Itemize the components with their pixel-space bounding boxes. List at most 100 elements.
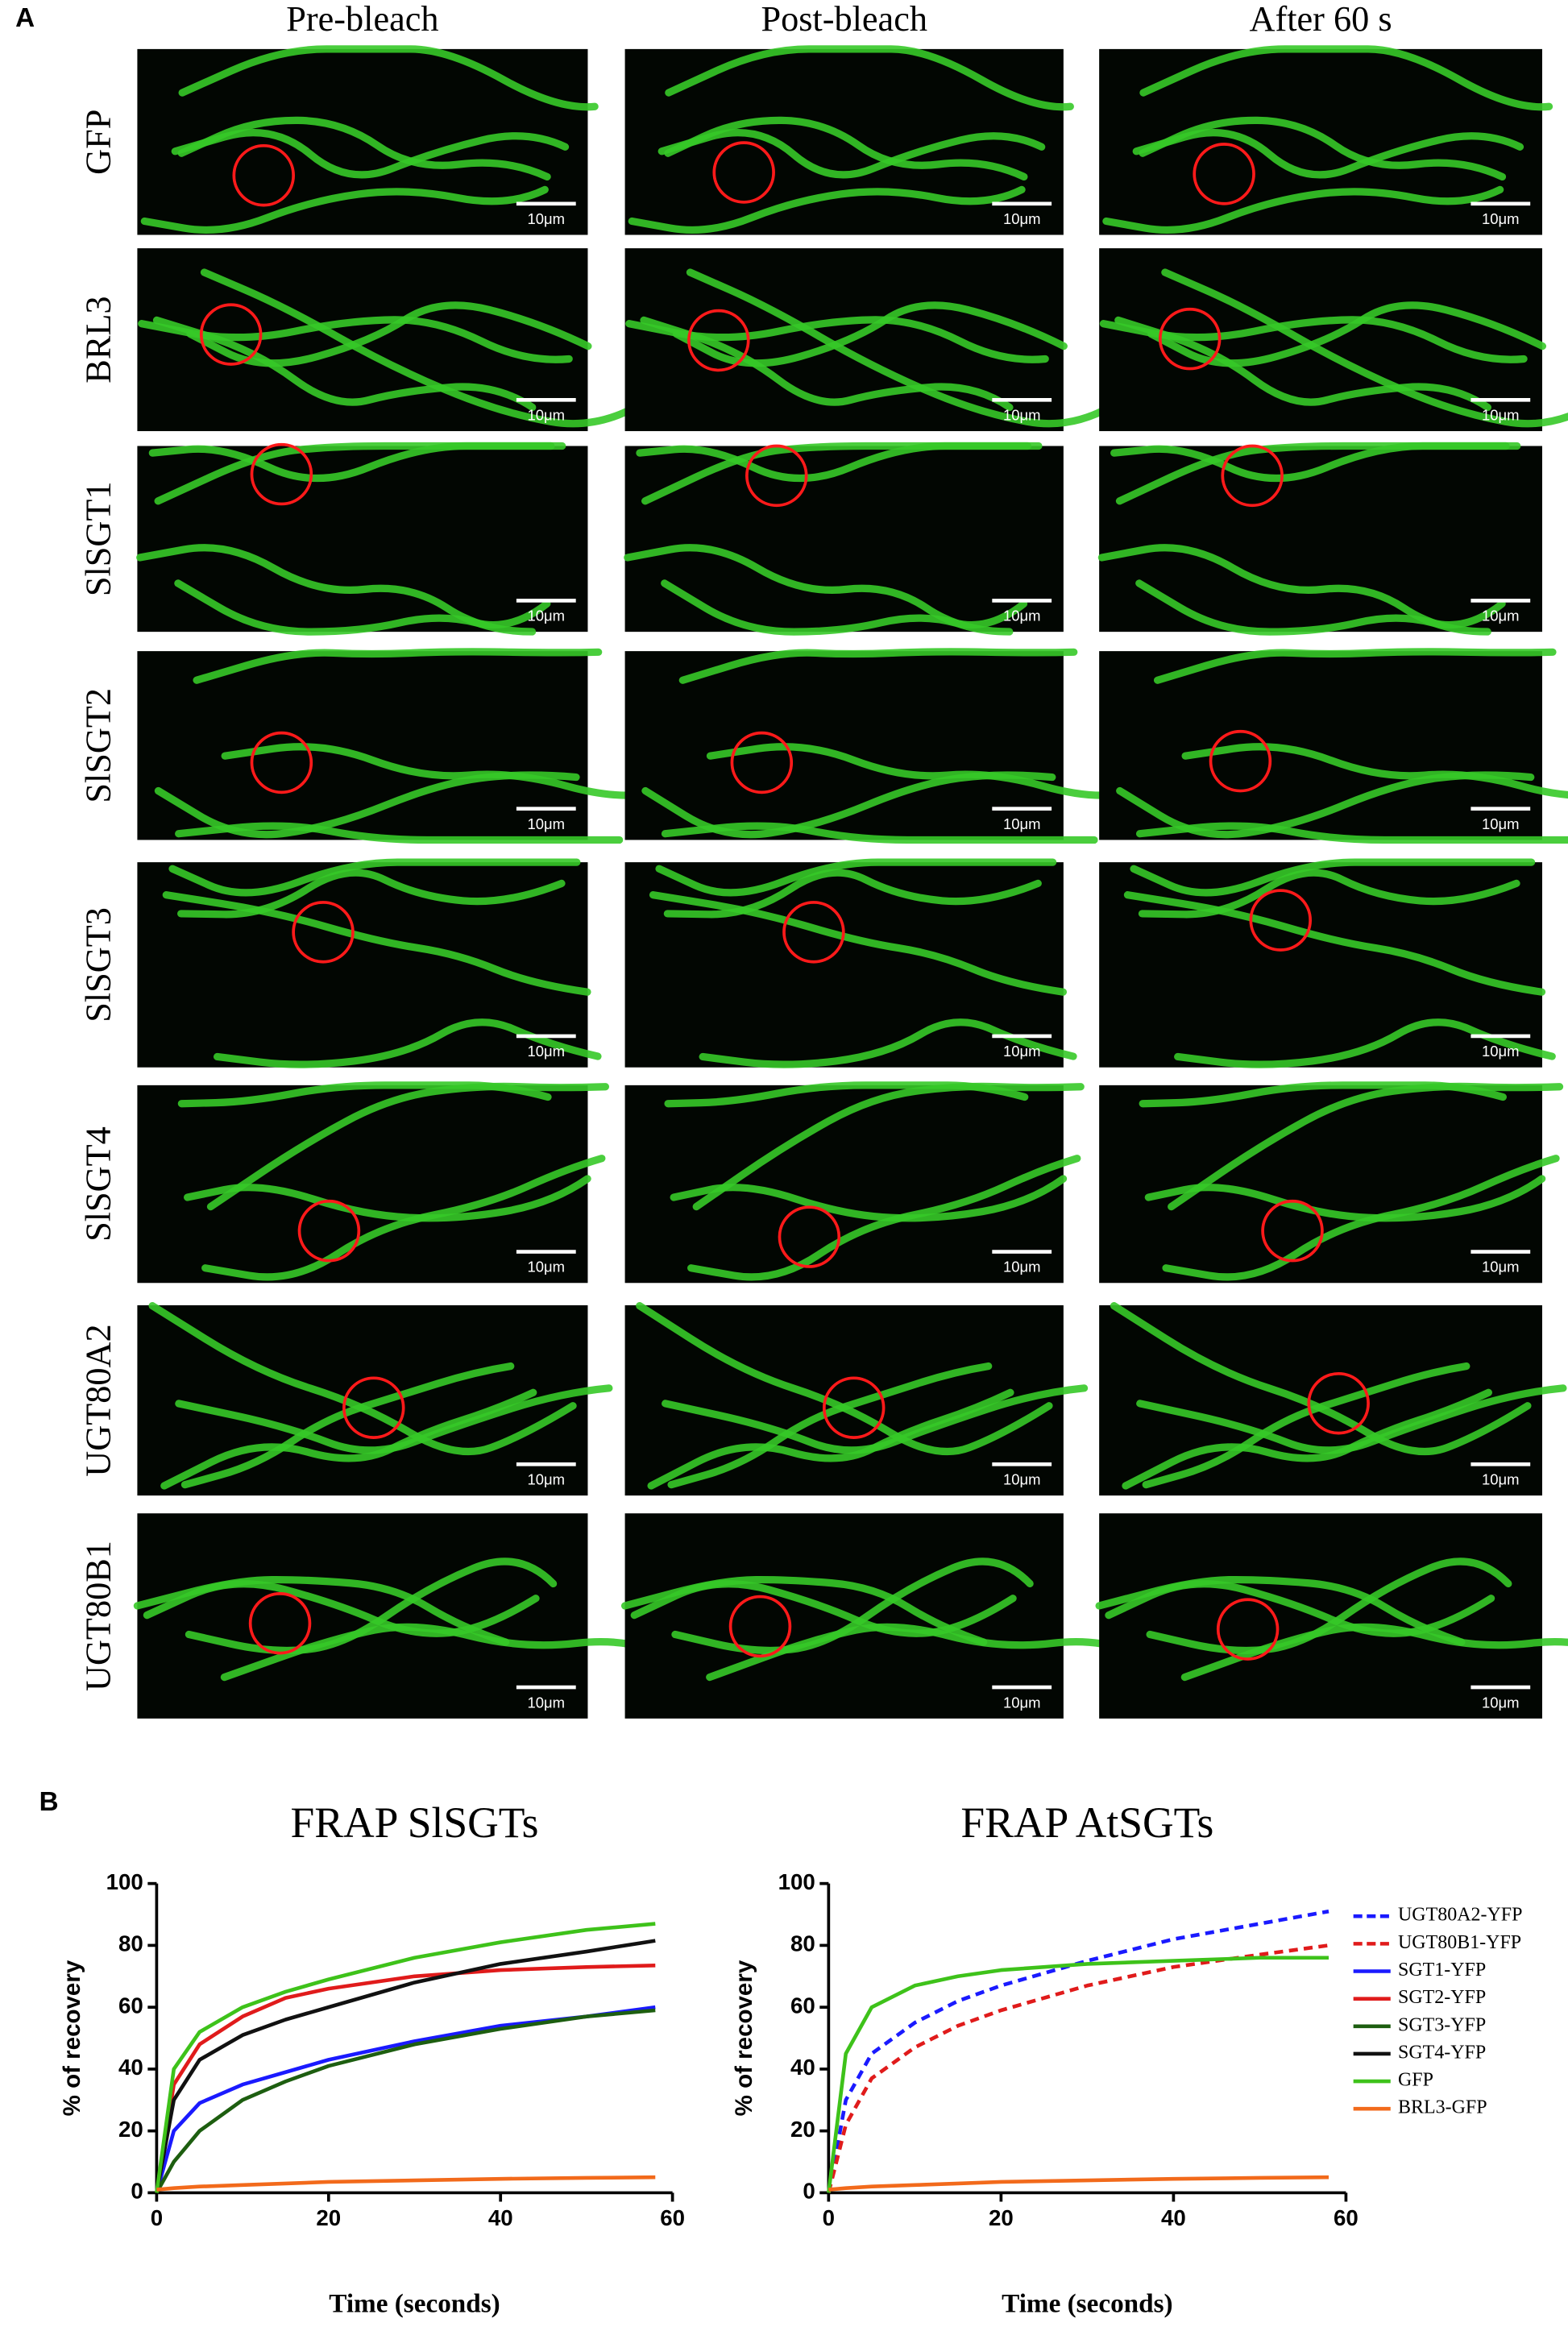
series-line (827, 1956, 1329, 2193)
bleach-roi (728, 1595, 792, 1658)
cell-wall (1139, 1081, 1507, 1108)
cell-wall (641, 442, 1043, 505)
cell-wall (175, 1384, 613, 1454)
y-tick-label: 40 (118, 2055, 143, 2080)
cell-wall (706, 1623, 1150, 1682)
scale-bar-label: 10μm (528, 815, 566, 832)
bleach-roi (297, 1199, 361, 1263)
series-line (155, 1939, 656, 2193)
scale-bar-label: 10μm (528, 406, 566, 423)
bleach-roi (730, 731, 794, 794)
x-tick-label: 20 (989, 2205, 1014, 2230)
cell-wall (1116, 771, 1535, 839)
cell-wall (168, 858, 581, 897)
micrograph: 10μm (137, 1081, 610, 1284)
micrograph: 10μm (1099, 1081, 1564, 1284)
cell-wall (655, 858, 1057, 897)
cell-wall (687, 1155, 1081, 1281)
chart-title: FRAP SlSGTs (291, 1798, 539, 1847)
cell-wall (201, 1155, 606, 1281)
scale-bar-label: 10μm (1003, 1259, 1041, 1275)
legend-label: UGT80A2-YFP (1398, 1905, 1522, 1926)
legend-label: SGT4-YFP (1398, 2042, 1486, 2063)
y-axis-label: % of recovery (59, 1960, 85, 2116)
y-tick-label: 40 (790, 2055, 815, 2080)
row-label: SlSGT4 (78, 1126, 118, 1242)
row-label: SlSGT3 (78, 907, 118, 1022)
scale-bar-label: 10μm (1482, 1471, 1519, 1488)
series-line (155, 2008, 656, 2194)
bleach-roi (342, 1376, 405, 1439)
micrograph: 10μm (624, 858, 1077, 1068)
cell-wall (193, 648, 603, 684)
series-line (155, 2005, 656, 2194)
bleach-roi (745, 444, 808, 508)
bleach-roi (250, 442, 313, 506)
micrograph: 10μm (137, 858, 602, 1068)
scale-bar-label: 10μm (1003, 608, 1041, 624)
scale-bar-label: 10μm (1482, 1259, 1519, 1275)
x-tick-label: 60 (1334, 2205, 1359, 2230)
bleach-roi (782, 901, 845, 964)
cell-wall (186, 301, 592, 367)
y-tick-label: 80 (118, 1931, 143, 1956)
image-background (137, 446, 588, 633)
chart-title: FRAP AtSGTs (960, 1798, 1213, 1847)
y-tick-label: 0 (803, 2179, 815, 2204)
cell-wall (221, 743, 660, 799)
cell-wall (667, 1362, 993, 1489)
x-tick-label: 0 (823, 2205, 835, 2230)
legend-label: UGT80B1-YFP (1398, 1932, 1521, 1953)
cell-wall (663, 869, 1042, 919)
micrograph: 10μm (133, 1513, 677, 1719)
cell-wall (640, 316, 1014, 412)
cell-wall (1138, 869, 1520, 919)
x-tick-label: 40 (488, 2205, 513, 2230)
cell-wall (162, 891, 591, 996)
cell-wall (133, 1575, 510, 1646)
bleach-roi (232, 143, 295, 207)
cell-wall (671, 1557, 1034, 1655)
x-tick-label: 60 (660, 2205, 685, 2230)
cell-wall (1168, 1082, 1564, 1211)
micrograph: 10μm (624, 442, 1064, 636)
cell-wall (628, 185, 1026, 234)
cell-wall (154, 442, 566, 505)
legend-label: SGT2-YFP (1398, 1987, 1486, 2008)
series-line (828, 2175, 1329, 2192)
y-tick-label: 100 (778, 1869, 815, 1894)
cell-wall (154, 771, 580, 839)
cell-wall (1136, 1384, 1567, 1454)
image-background (624, 651, 1064, 840)
image-background (624, 1085, 1064, 1284)
cell-wall (678, 648, 1078, 684)
x-tick-label: 40 (1161, 2205, 1186, 2230)
y-tick-label: 20 (118, 2117, 143, 2142)
bleach-roi (778, 1205, 841, 1268)
cell-wall (152, 316, 537, 412)
column-header: Pre-bleach (286, 0, 438, 39)
scale-bar-label: 10μm (1003, 1043, 1041, 1060)
cell-wall (664, 1081, 1029, 1108)
cell-wall (620, 1575, 988, 1646)
micrograph: 10μm (620, 1513, 1150, 1719)
cell-wall (1130, 858, 1536, 897)
bleach-roi (1216, 1598, 1280, 1661)
series-line (156, 2175, 656, 2192)
y-tick-label: 20 (790, 2117, 815, 2142)
bleach-roi (1221, 444, 1284, 508)
micrograph: 10μm (1099, 858, 1556, 1068)
image-background (624, 446, 1064, 633)
image-background (137, 1085, 588, 1284)
cell-wall (140, 185, 549, 234)
scale-bar-label: 10μm (1003, 1694, 1041, 1711)
scale-bar-label: 10μm (1482, 210, 1519, 227)
scale-bar-label: 10μm (528, 210, 566, 227)
micrograph: 10μm (1099, 248, 1568, 432)
column-header: Post-bleach (761, 0, 927, 39)
y-tick-label: 60 (790, 1993, 815, 2018)
column-header: After 60 s (1250, 0, 1392, 39)
cell-wall (636, 1302, 1053, 1456)
cell-wall (136, 544, 537, 636)
